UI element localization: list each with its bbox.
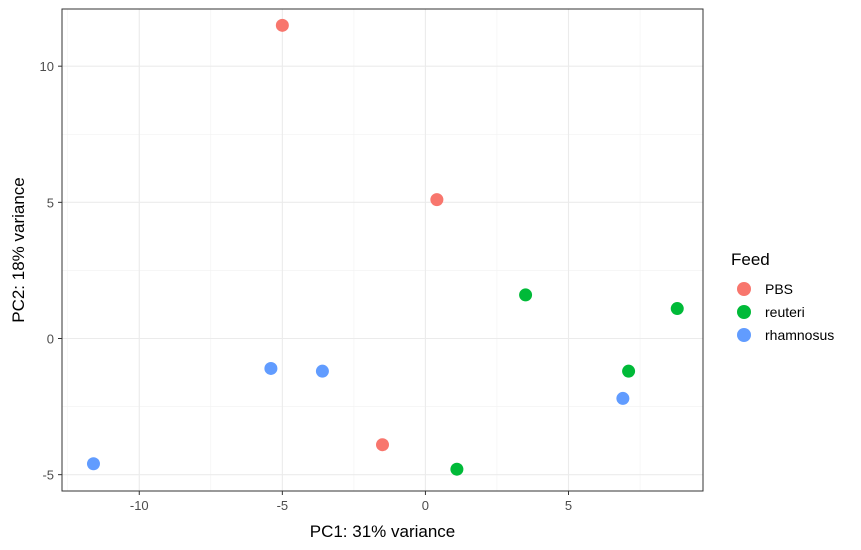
data-point-reuteri bbox=[670, 302, 684, 316]
x-tick-label: 0 bbox=[422, 498, 429, 513]
grid-major bbox=[62, 9, 703, 491]
data-point-PBS bbox=[376, 438, 389, 452]
legend-label-PBS: PBS bbox=[765, 281, 793, 297]
legend-key-PBS bbox=[737, 282, 751, 296]
x-tick-label: -5 bbox=[277, 498, 289, 513]
data-point-rhamnosus bbox=[86, 457, 100, 471]
y-axis-title: PC2: 18% variance bbox=[9, 177, 28, 323]
data-point-reuteri bbox=[519, 288, 533, 302]
grid-minor bbox=[62, 9, 703, 491]
legend: Feed PBS reuteri rhamnosus bbox=[731, 250, 834, 343]
data-point-reuteri bbox=[622, 364, 636, 378]
y-tick-label: 5 bbox=[47, 195, 54, 210]
y-tick-label: 0 bbox=[47, 332, 54, 347]
y-tick-label: 10 bbox=[40, 59, 54, 74]
plot-panel-border bbox=[61, 8, 704, 492]
data-point-PBS bbox=[275, 18, 289, 32]
x-axis-ticks: -10 -5 0 5 bbox=[130, 491, 572, 513]
x-tick-label: -10 bbox=[130, 498, 149, 513]
legend-label-rhamnosus: rhamnosus bbox=[765, 327, 834, 343]
y-tick-label: -5 bbox=[42, 468, 54, 483]
y-axis-ticks: -5 0 5 10 bbox=[40, 59, 62, 483]
legend-label-reuteri: reuteri bbox=[765, 304, 805, 320]
legend-items: PBS reuteri rhamnosus bbox=[737, 281, 834, 343]
legend-key-reuteri bbox=[737, 305, 751, 319]
legend-key-rhamnosus bbox=[737, 328, 751, 342]
x-axis-title: PC1: 31% variance bbox=[310, 522, 456, 541]
data-points bbox=[86, 18, 684, 476]
data-point-PBS bbox=[430, 193, 444, 207]
data-point-reuteri bbox=[450, 462, 464, 476]
data-point-rhamnosus bbox=[264, 361, 278, 375]
data-point-rhamnosus bbox=[315, 364, 329, 378]
legend-title: Feed bbox=[731, 250, 770, 269]
data-point-rhamnosus bbox=[616, 391, 630, 405]
x-tick-label: 5 bbox=[565, 498, 572, 513]
